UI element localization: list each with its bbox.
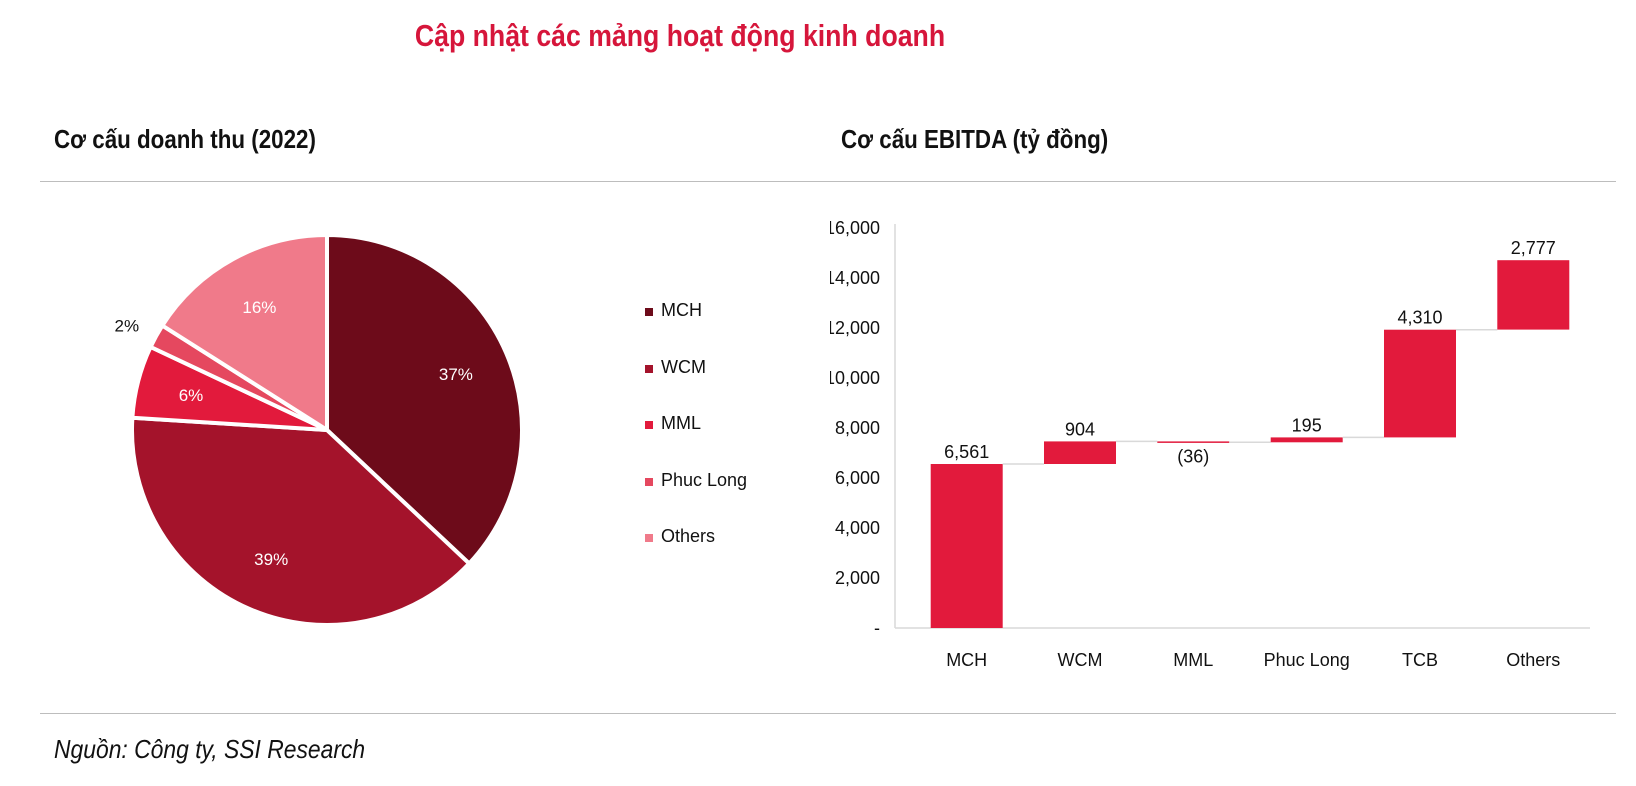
x-tick-label-mch: MCH xyxy=(946,650,987,670)
legend-swatch-others xyxy=(645,534,653,542)
y-tick-label: 10,000 xyxy=(830,368,880,388)
y-tick-label: 2,000 xyxy=(835,568,880,588)
pie-label-mch: 37% xyxy=(439,365,473,384)
source-note: Nguồn: Công ty, SSI Research xyxy=(54,734,366,764)
pie-label-others: 16% xyxy=(242,298,276,317)
legend-item-phuc-long: Phuc Long xyxy=(645,470,747,527)
legend-swatch-mch xyxy=(645,308,653,316)
legend-swatch-mml xyxy=(645,421,653,429)
bar-mch xyxy=(930,464,1003,628)
legend-label-mch: MCH xyxy=(661,300,702,320)
bar-phuc-long xyxy=(1270,437,1343,443)
y-tick-label: 8,000 xyxy=(835,418,880,438)
legend-label-others: Others xyxy=(661,526,716,546)
legend-swatch-wcm xyxy=(645,364,653,373)
y-tick-label: 16,000 xyxy=(830,218,880,238)
x-tick-label-others: Others xyxy=(1506,650,1560,670)
data-label-tcb: 4,310 xyxy=(1397,308,1442,328)
ebitda-chart-title: Cơ cấu EBITDA (tỷ đồng) xyxy=(841,124,1109,154)
legend-swatch-phuc-long xyxy=(645,477,653,486)
x-tick-label-wcm: WCM xyxy=(1058,650,1103,670)
bar-wcm xyxy=(1044,441,1116,464)
pie-legend: MCH WCM MML Phuc Long Others xyxy=(645,300,747,583)
data-label-mch: 6,561 xyxy=(944,442,989,462)
legend-label-phuc-long: Phuc Long xyxy=(661,469,748,490)
data-label-phuc-long: 195 xyxy=(1292,415,1322,435)
legend-item-mml: MML xyxy=(645,413,747,470)
legend-label-mml: MML xyxy=(661,413,701,433)
x-tick-label-phuc-long: Phuc Long xyxy=(1264,650,1350,670)
legend-item-mch: MCH xyxy=(645,300,747,357)
data-label-others: 2,777 xyxy=(1511,238,1556,258)
pie-chart-title: Cơ cấu doanh thu (2022) xyxy=(54,124,316,154)
bar-others xyxy=(1497,260,1570,330)
y-tick-label: 6,000 xyxy=(835,468,880,488)
revenue-pie-chart: 37% 39% 6% 2% 16% xyxy=(115,233,524,628)
bottom-divider xyxy=(40,713,1616,714)
pie-label-mml: 6% xyxy=(179,386,204,405)
data-label-mml: (36) xyxy=(1177,446,1209,466)
bar-tcb xyxy=(1384,329,1456,438)
top-divider xyxy=(40,181,1616,182)
bar-mml xyxy=(1157,441,1230,443)
pie-slice-wcm xyxy=(129,415,472,628)
y-tick-label: 4,000 xyxy=(835,518,880,538)
x-tick-label-mml: MML xyxy=(1173,650,1213,670)
y-tick-label: 14,000 xyxy=(830,268,880,288)
legend-item-wcm: WCM xyxy=(645,357,747,414)
pie-slice-mch xyxy=(325,233,524,566)
y-tick-label: - xyxy=(874,618,880,638)
pie-label-phuc-long: 2% xyxy=(115,317,140,336)
x-tick-label-tcb: TCB xyxy=(1402,650,1438,670)
ebitda-waterfall-chart: - 2,000 4,000 6,000 8,000 10,000 12,000 14,000 1… xyxy=(830,218,1590,670)
data-label-wcm: 904 xyxy=(1065,419,1095,439)
page-title: Cập nhật các mảng hoạt động kinh doanh xyxy=(414,18,946,53)
pie-label-wcm: 39% xyxy=(254,550,288,569)
legend-label-wcm: WCM xyxy=(661,356,706,377)
pie-slice-others xyxy=(160,233,329,432)
legend-item-others: Others xyxy=(645,526,747,583)
y-tick-label: 12,000 xyxy=(830,318,880,338)
